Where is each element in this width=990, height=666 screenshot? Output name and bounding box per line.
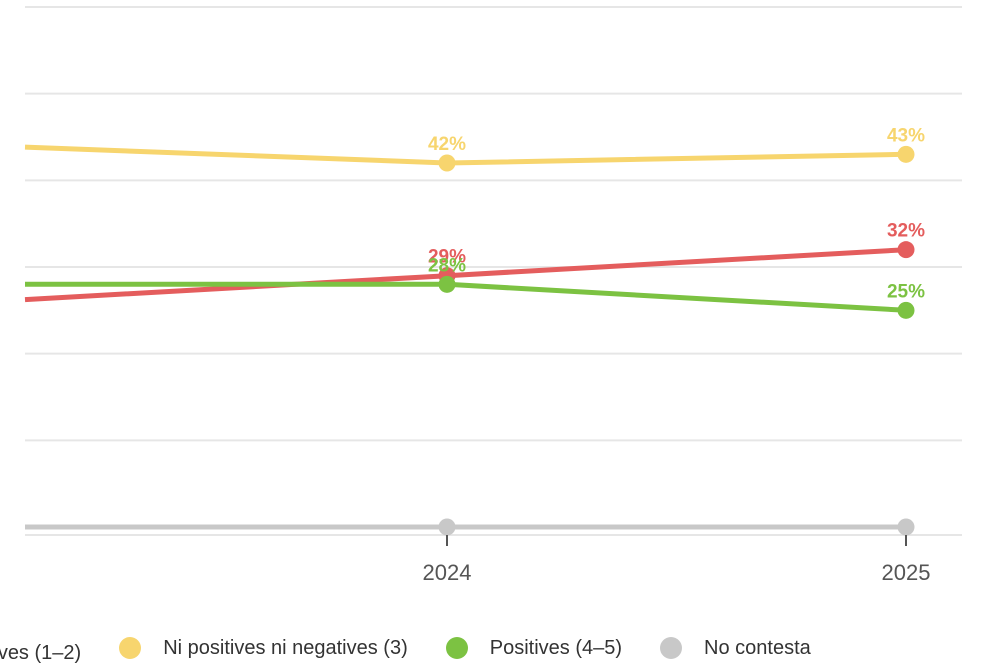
data-point [438, 154, 456, 172]
x-axis: 2024 2025 [423, 535, 931, 585]
data-label: 43% [887, 125, 925, 146]
legend-item: No contesta [660, 630, 811, 666]
legend-label: Ni positives ni negatives (3) [163, 637, 408, 659]
legend-track: Negatives (1–2) Ni positives ni negatives… [0, 630, 849, 666]
legend-item: Positives (4–5) [445, 630, 623, 666]
data-label: 42% [428, 134, 466, 155]
data-point [897, 145, 915, 163]
legend: Negatives (1–2) Ni positives ni negatives… [0, 630, 990, 666]
legend-label: No contesta [704, 637, 811, 659]
x-tick-label: 2024 [423, 560, 472, 585]
legend-swatch [119, 637, 142, 659]
data-label: 28% [428, 255, 466, 276]
series-layer [24, 144, 915, 536]
legend-item: Ni positives ni negatives (3) [119, 630, 408, 666]
legend-swatch [445, 637, 468, 659]
legend-item: Negatives (1–2) [0, 635, 81, 666]
data-label: 32% [887, 221, 925, 242]
data-label: 25% [887, 281, 925, 302]
gridlines [25, 6, 962, 536]
series-line [25, 281, 907, 313]
data-point [897, 518, 915, 536]
legend-swatch [660, 637, 683, 659]
data-point [897, 241, 915, 259]
data-labels: 29% 32% 42% 43% 28% 25% [428, 125, 925, 302]
data-point [897, 301, 915, 319]
data-point [438, 518, 456, 536]
line-chart: 2024 2025 29% 32% 42% 43% 28% 25% [24, 6, 962, 585]
legend-label: Negatives (1–2) [0, 642, 82, 664]
legend-label: Positives (4–5) [489, 637, 623, 659]
data-label: 29% [428, 247, 466, 268]
data-point [438, 275, 456, 293]
x-tick-label: 2025 [882, 560, 931, 585]
